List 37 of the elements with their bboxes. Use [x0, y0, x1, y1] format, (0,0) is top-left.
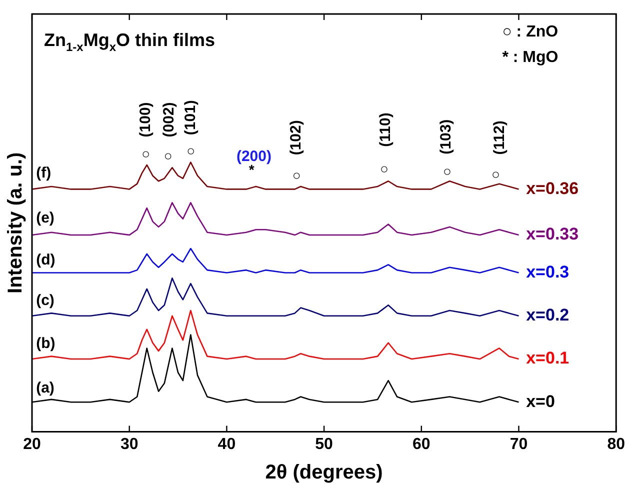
annotation: (d): [36, 252, 56, 269]
text: * : MgO: [502, 48, 558, 66]
x-tick-label: 50: [315, 436, 334, 453]
y-axis-title: Intensity (a. u.): [4, 152, 27, 294]
x-tick-label: 40: [218, 436, 236, 453]
series-label: x=0.3: [526, 262, 570, 282]
x-tick-label: 80: [607, 436, 626, 453]
text: (110): [377, 112, 394, 147]
text: (103): [437, 119, 454, 154]
annotation: ○: [492, 166, 500, 182]
annotation: (b): [36, 335, 56, 352]
x-tick-label: 70: [510, 436, 528, 453]
annotation: (c): [36, 292, 54, 310]
text: (102): [288, 120, 305, 156]
series-label: x=0.36: [526, 178, 579, 198]
annotation: ○: [164, 148, 172, 164]
x-tick-label: 60: [412, 436, 430, 453]
x-axis-title: 2θ (degrees): [265, 462, 383, 484]
text: ○: [142, 146, 150, 162]
series-label: x=0: [526, 392, 555, 411]
annotation: (a): [36, 379, 54, 396]
text: (002): [160, 102, 178, 138]
text: (112): [491, 120, 508, 155]
text: (101): [182, 100, 200, 136]
x-tick-label: 30: [120, 436, 138, 453]
text: (100): [137, 102, 154, 138]
annotation: ○: [292, 166, 301, 183]
annotation: ○: [380, 160, 388, 177]
text: ○: [186, 142, 196, 159]
series-label: x=0.33: [526, 224, 579, 244]
text: ○ : ZnO: [502, 23, 558, 40]
series-label: x=0.2: [526, 306, 570, 325]
annotation: ○: [443, 162, 452, 179]
series-label: x=0.1: [526, 348, 570, 368]
x-tick-label: 20: [23, 436, 41, 453]
annotation: (f): [36, 164, 52, 182]
annotation: (e): [36, 209, 54, 226]
